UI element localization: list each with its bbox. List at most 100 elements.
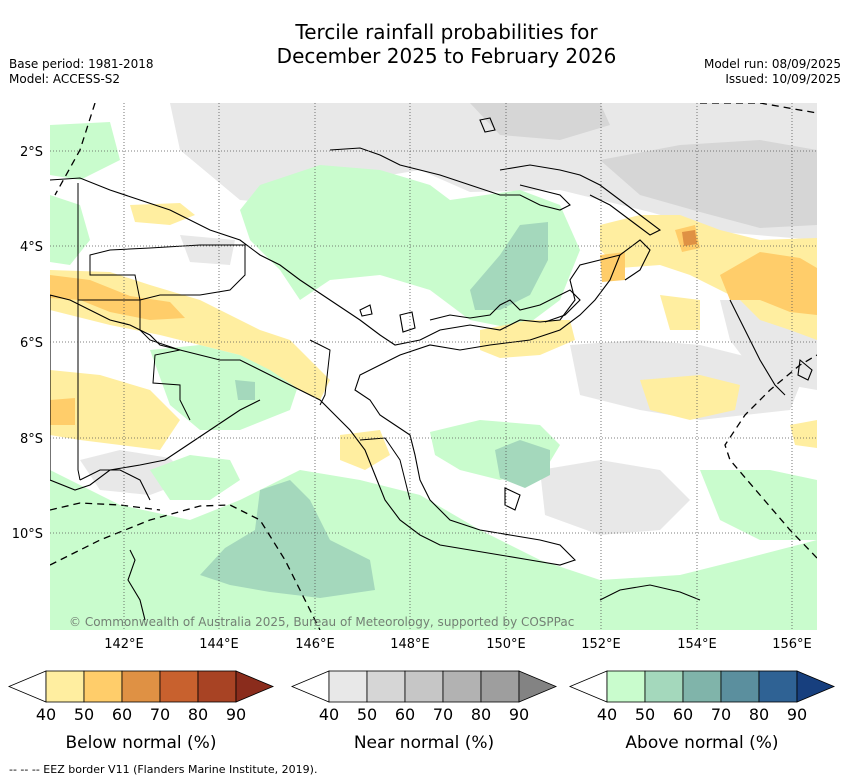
- lon-label: 144°E: [199, 637, 239, 652]
- above-normal-area: [50, 122, 120, 180]
- lat-label: 6°S: [20, 336, 43, 351]
- below-normal-area: [660, 295, 700, 330]
- colorbar-tick: 70: [150, 705, 170, 724]
- above-normal-area: [50, 195, 90, 265]
- below-normal-area: [682, 230, 697, 246]
- colorbar: 40 50 60 70 80 90 Above normal (%): [568, 670, 836, 753]
- colorbar-tick: 50: [635, 705, 655, 724]
- colorbar-tick: 90: [509, 705, 529, 724]
- colorbar-tick: 90: [226, 705, 246, 724]
- colorbar-segment: [159, 670, 199, 703]
- copyright-notice: © Commonwealth of Australia 2025, Bureau…: [69, 615, 574, 629]
- colorbar-tick: 40: [597, 705, 617, 724]
- colorbar-title: Below normal (%): [66, 733, 217, 753]
- lat-label: 2°S: [20, 145, 43, 160]
- above-normal-area: [470, 222, 548, 310]
- lon-label: 146°E: [295, 637, 335, 652]
- title-line-1: Tercile rainfall probabilities for: [295, 20, 598, 44]
- base-period: Base period: 1981-2018: [9, 57, 154, 71]
- colorbar-segment: [197, 670, 237, 703]
- colorbar-under-triangle: [568, 670, 608, 703]
- title-line-2: December 2025 to February 2026: [276, 44, 617, 68]
- near-normal-area: [540, 460, 690, 535]
- above-normal-area: [50, 470, 817, 630]
- model-name: Model: ACCESS-S2: [9, 72, 121, 86]
- colorbar-segment: [720, 670, 760, 703]
- above-normal-area: [235, 380, 255, 400]
- below-normal-area: [600, 215, 817, 340]
- colorbar-tick: 70: [433, 705, 453, 724]
- below-normal-area: [720, 252, 817, 315]
- above-normal-area: [150, 455, 240, 500]
- colorbar-tick: 50: [357, 705, 377, 724]
- lon-label: 152°E: [581, 637, 621, 652]
- base-period-info: Base period: 1981-2018 Model: ACCESS-S2: [9, 57, 154, 87]
- colorbar-tick: 90: [787, 705, 807, 724]
- longitude-labels: 142°E 144°E 146°E 148°E 150°E 152°E 154°…: [104, 637, 812, 652]
- colorbar-tick: 70: [711, 705, 731, 724]
- colorbar-tick: 60: [112, 705, 132, 724]
- above-normal-area: [495, 440, 550, 488]
- above-normal-area: [200, 480, 375, 598]
- below-normal-area: [130, 203, 195, 225]
- colorbar-under-triangle: [290, 670, 330, 703]
- above-normal-area: [700, 470, 817, 540]
- below-normal-area: [50, 398, 75, 425]
- probability-fields: [50, 103, 817, 630]
- colorbar-segment: [480, 670, 520, 703]
- colorbar-segment: [606, 670, 646, 703]
- coastlines: [50, 117, 813, 621]
- colorbar-segment: [644, 670, 684, 703]
- below-normal-area: [50, 275, 185, 320]
- lon-label: 148°E: [390, 637, 430, 652]
- colorbar-tick: 60: [395, 705, 415, 724]
- borders: [77, 183, 411, 501]
- latitude-labels: 2°S 4°S 6°S 8°S 10°S: [12, 145, 43, 542]
- colorbar-segment: [442, 670, 482, 703]
- colorbar-title: Near normal (%): [354, 733, 494, 753]
- eez-footnote: -- -- -- EEZ border V11 (Flanders Marine…: [9, 763, 318, 776]
- lon-label: 150°E: [486, 637, 526, 652]
- lon-label: 142°E: [104, 637, 144, 652]
- lat-label: 4°S: [20, 240, 43, 255]
- colorbar-tick: 80: [471, 705, 491, 724]
- near-normal-area: [180, 235, 235, 265]
- colorbar-over-triangle: [235, 670, 275, 703]
- colorbar-segment: [328, 670, 368, 703]
- colorbar-segment: [121, 670, 161, 703]
- below-normal-area: [790, 420, 817, 448]
- colorbar-segment: [758, 670, 798, 703]
- issued-date: Issued: 10/09/2025: [725, 72, 841, 86]
- lon-label: 156°E: [772, 637, 812, 652]
- near-normal-area: [470, 103, 610, 140]
- model-run-info: Model run: 08/09/2025 Issued: 10/09/2025: [704, 57, 841, 87]
- colorbar-tick: 40: [36, 705, 56, 724]
- near-normal-area: [170, 103, 817, 240]
- near-normal-area: [600, 140, 817, 228]
- lat-label: 8°S: [20, 432, 43, 447]
- model-run-date: Model run: 08/09/2025: [703, 57, 841, 71]
- colorbar-segment: [682, 670, 722, 703]
- colorbar-segment: [83, 670, 123, 703]
- below-normal-area: [480, 320, 575, 358]
- colorbar-segment: [366, 670, 406, 703]
- colorbar-tick: 80: [188, 705, 208, 724]
- colorbar: 40 50 60 70 80 90 Below normal (%): [7, 670, 275, 753]
- colorbar-over-triangle: [796, 670, 836, 703]
- lat-label: 10°S: [12, 527, 43, 542]
- below-normal-area: [640, 375, 740, 420]
- colorbar-tick: 50: [74, 705, 94, 724]
- graticule: [50, 103, 817, 630]
- below-normal-area: [50, 370, 180, 450]
- colorbar-under-triangle: [7, 670, 47, 703]
- colorbar: 40 50 60 70 80 90 Near normal (%): [290, 670, 558, 753]
- eez-border: [50, 103, 817, 630]
- colorbar-over-triangle: [518, 670, 558, 703]
- colorbar-title: Above normal (%): [625, 733, 778, 753]
- map-title: Tercile rainfall probabilities for Decem…: [0, 20, 850, 68]
- colorbar-tick: 40: [319, 705, 339, 724]
- colorbar-legends: 40 50 60 70 80 90 Below normal (%) 40 50 60 70 80 90…: [7, 670, 836, 753]
- lon-label: 154°E: [677, 637, 717, 652]
- colorbar-tick: 80: [749, 705, 769, 724]
